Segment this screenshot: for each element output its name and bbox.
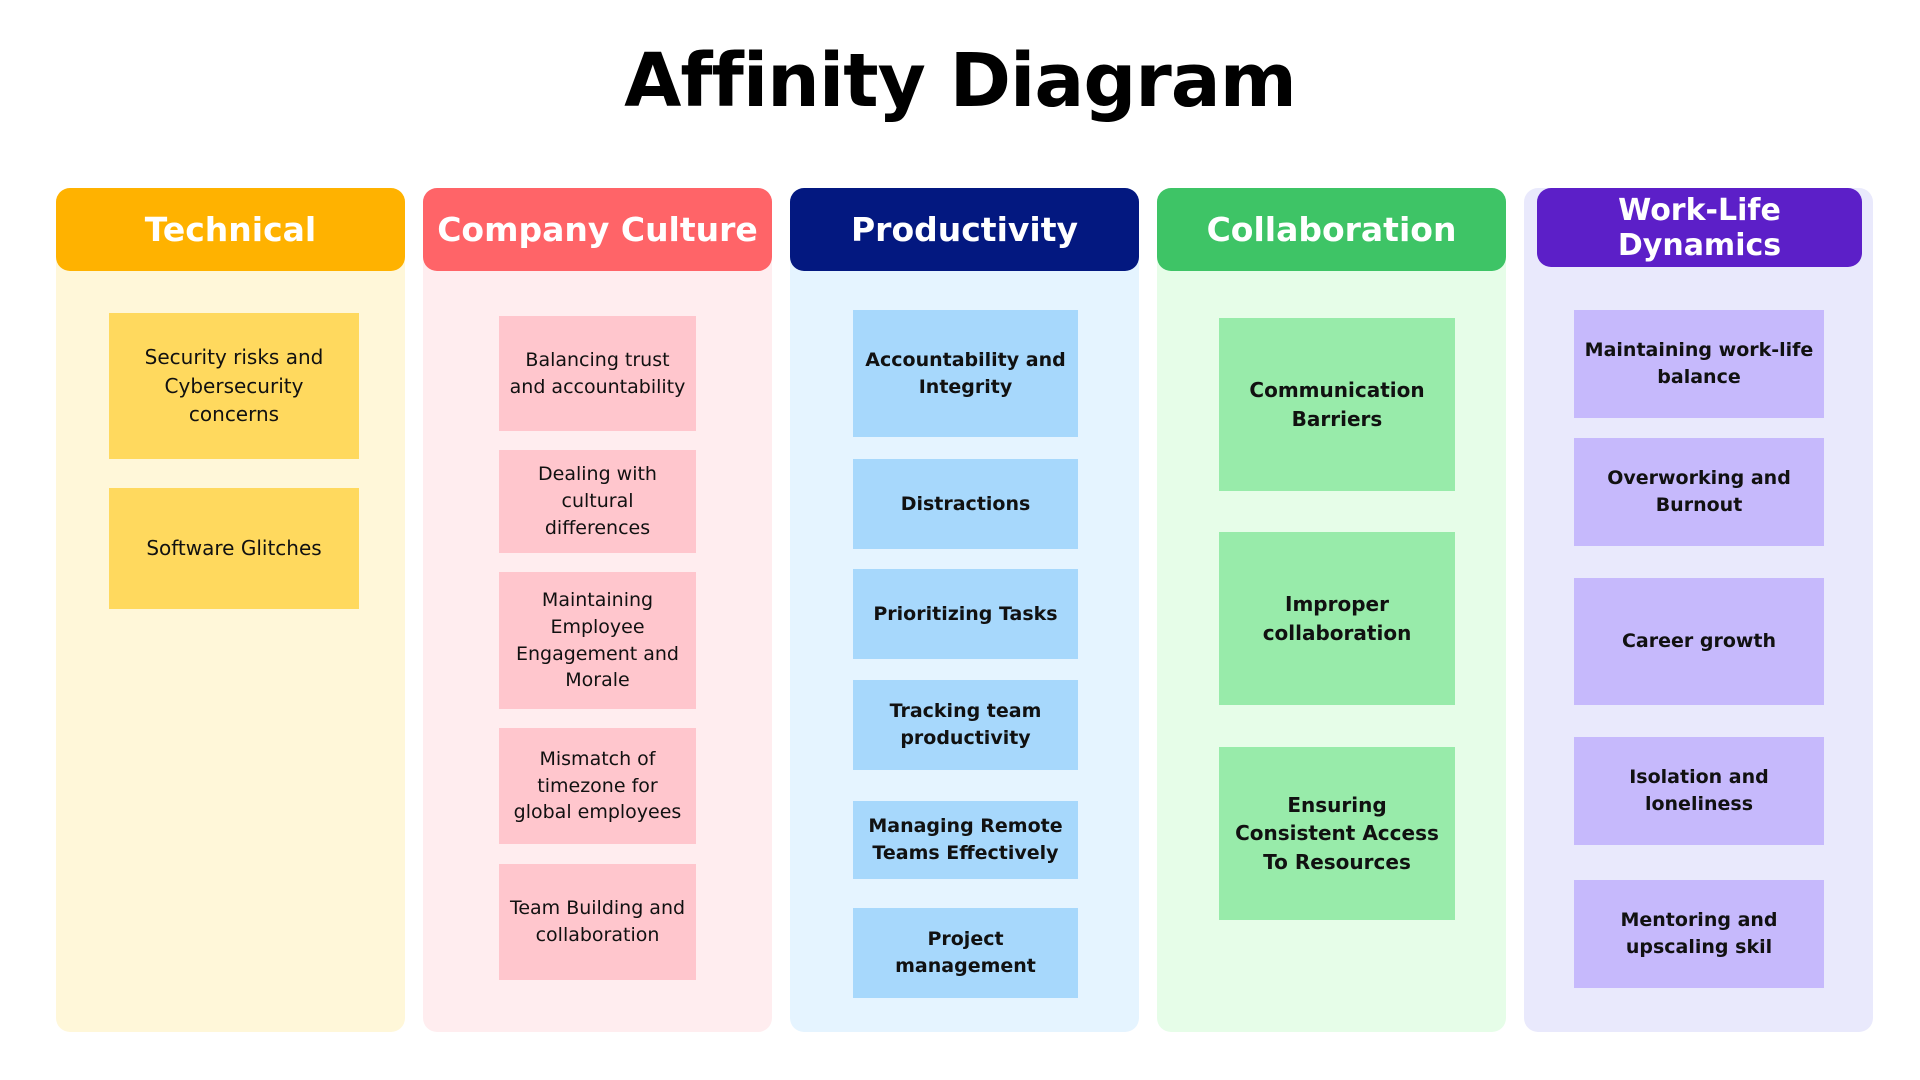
header-collaboration: Collaboration: [1157, 188, 1506, 271]
note-improper-collaboration: Improper collaboration: [1219, 532, 1455, 705]
note-overworking-burnout: Overworking and Burnout: [1574, 438, 1824, 546]
note-tracking-productivity: Tracking team productivity: [853, 680, 1078, 770]
header-work-life: Work-Life Dynamics: [1537, 188, 1862, 267]
note-career-growth: Career growth: [1574, 578, 1824, 705]
note-work-life-balance: Maintaining work-life balance: [1574, 310, 1824, 418]
header-productivity: Productivity: [790, 188, 1139, 271]
note-security-risks: Security risks and Cybersecurity concern…: [109, 313, 359, 459]
note-trust-accountability: Balancing trust and accountability: [499, 316, 696, 431]
header-technical: Technical: [56, 188, 405, 271]
note-timezone-mismatch: Mismatch of timezone for global employee…: [499, 728, 696, 844]
note-prioritizing-tasks: Prioritizing Tasks: [853, 569, 1078, 659]
note-project-management: Project management: [853, 908, 1078, 998]
header-company-culture: Company Culture: [423, 188, 772, 271]
page-title: Affinity Diagram: [624, 38, 1297, 124]
note-team-building: Team Building and collaboration: [499, 864, 696, 980]
note-consistent-access: Ensuring Consistent Access To Resources: [1219, 747, 1455, 920]
note-accountability-integrity: Accountability and Integrity: [853, 310, 1078, 437]
note-mentoring-upscaling: Mentoring and upscaling skil: [1574, 880, 1824, 988]
note-distractions: Distractions: [853, 459, 1078, 549]
note-cultural-differences: Dealing with cultural differences: [499, 450, 696, 553]
note-employee-engagement: Maintaining Employee Engagement and Mora…: [499, 572, 696, 709]
note-communication-barriers: Communication Barriers: [1219, 318, 1455, 491]
note-software-glitches: Software Glitches: [109, 488, 359, 609]
note-isolation-loneliness: Isolation and loneliness: [1574, 737, 1824, 845]
note-managing-remote-teams: Managing Remote Teams Effectively: [853, 801, 1078, 879]
